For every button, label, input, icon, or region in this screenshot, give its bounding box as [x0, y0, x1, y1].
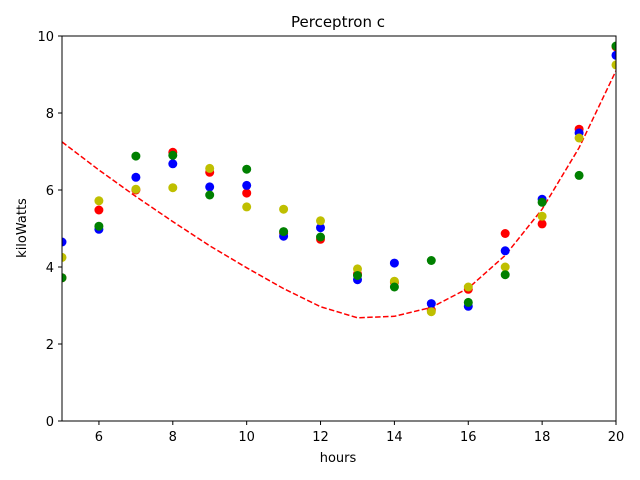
data-point	[353, 264, 362, 274]
data-point	[205, 163, 215, 173]
data-point	[574, 170, 584, 180]
data-point	[205, 182, 215, 192]
data-point	[205, 190, 215, 200]
data-point	[537, 197, 547, 207]
x-tick-label: 6	[95, 430, 103, 445]
data-point	[537, 211, 547, 221]
y-tick-label: 0	[46, 415, 54, 430]
data-point	[500, 270, 510, 280]
x-axis-label: hours	[320, 451, 357, 466]
data-point	[463, 282, 473, 292]
data-point	[611, 41, 616, 51]
fit-curve-line	[62, 70, 616, 319]
data-point	[62, 252, 67, 262]
y-axis-label: kiloWatts	[15, 198, 30, 258]
data-point	[353, 271, 362, 280]
y-tick-label: 10	[37, 30, 54, 45]
data-point	[242, 188, 252, 198]
plot-frame	[61, 35, 617, 422]
data-point	[242, 164, 252, 174]
data-point	[500, 246, 510, 256]
data-point	[94, 205, 104, 215]
data-point	[131, 151, 141, 161]
data-point	[131, 184, 141, 194]
data-point	[389, 258, 399, 268]
data-point	[611, 50, 616, 60]
data-point	[537, 219, 547, 229]
data-point	[168, 150, 178, 160]
x-tick-label: 16	[460, 430, 477, 445]
data-point	[574, 133, 584, 143]
chart-title: Perceptron c	[291, 13, 385, 31]
x-tick-label: 20	[608, 430, 625, 445]
x-tick-label: 10	[238, 430, 255, 445]
data-point	[62, 273, 67, 283]
data-point	[242, 180, 252, 190]
data-point	[168, 159, 178, 169]
plot-area: 6 8 10 12 14 16 18 20 0 2 4 6 8 10	[37, 30, 624, 445]
x-tick-label: 14	[386, 430, 403, 445]
x-tick-label: 18	[534, 430, 551, 445]
data-point	[611, 60, 616, 70]
data-point	[131, 172, 141, 182]
data-point	[279, 227, 289, 237]
data-point	[389, 282, 399, 292]
data-point	[94, 221, 104, 231]
data-point	[316, 232, 325, 242]
data-point	[94, 196, 104, 206]
y-tick-label: 6	[46, 184, 54, 199]
y-tick-label: 4	[46, 261, 54, 276]
data-point	[426, 299, 436, 309]
data-point	[426, 256, 436, 265]
data-point	[500, 229, 510, 238]
data-point	[316, 216, 325, 226]
x-tick-label: 12	[312, 430, 329, 445]
data-point	[279, 204, 289, 214]
data-point	[242, 202, 252, 212]
data-point	[62, 237, 67, 247]
y-tick-label: 2	[46, 338, 54, 353]
x-tick-label: 8	[169, 430, 177, 445]
data-point	[316, 223, 325, 233]
y-tick-label: 8	[46, 107, 54, 122]
data-point	[168, 183, 178, 193]
data-point	[500, 262, 510, 272]
data-point	[426, 307, 436, 317]
data-point	[463, 297, 473, 307]
